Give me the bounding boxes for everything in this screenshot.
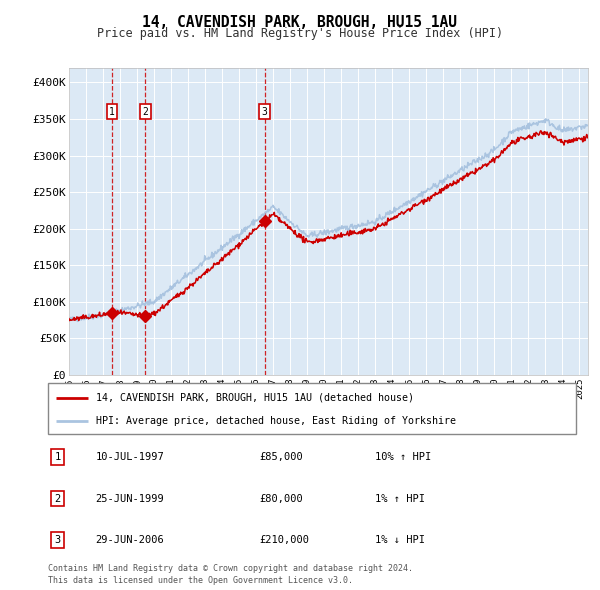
Text: Contains HM Land Registry data © Crown copyright and database right 2024.: Contains HM Land Registry data © Crown c…	[48, 565, 413, 573]
Text: 2: 2	[142, 107, 148, 117]
Text: £85,000: £85,000	[259, 453, 303, 462]
Text: 2: 2	[55, 494, 61, 503]
Text: £210,000: £210,000	[259, 535, 309, 545]
Text: 3: 3	[262, 107, 268, 117]
Text: 14, CAVENDISH PARK, BROUGH, HU15 1AU: 14, CAVENDISH PARK, BROUGH, HU15 1AU	[143, 15, 458, 30]
Text: Price paid vs. HM Land Registry's House Price Index (HPI): Price paid vs. HM Land Registry's House …	[97, 27, 503, 40]
Text: 25-JUN-1999: 25-JUN-1999	[95, 494, 164, 503]
Text: 10% ↑ HPI: 10% ↑ HPI	[376, 453, 431, 462]
Text: 3: 3	[55, 535, 61, 545]
Text: 1% ↓ HPI: 1% ↓ HPI	[376, 535, 425, 545]
Text: 29-JUN-2006: 29-JUN-2006	[95, 535, 164, 545]
Text: £80,000: £80,000	[259, 494, 303, 503]
Text: 1: 1	[109, 107, 115, 117]
Text: 10-JUL-1997: 10-JUL-1997	[95, 453, 164, 462]
Text: 1: 1	[55, 453, 61, 462]
FancyBboxPatch shape	[48, 384, 576, 434]
Text: HPI: Average price, detached house, East Riding of Yorkshire: HPI: Average price, detached house, East…	[95, 416, 455, 426]
Text: 1% ↑ HPI: 1% ↑ HPI	[376, 494, 425, 503]
Text: This data is licensed under the Open Government Licence v3.0.: This data is licensed under the Open Gov…	[48, 576, 353, 585]
Text: 14, CAVENDISH PARK, BROUGH, HU15 1AU (detached house): 14, CAVENDISH PARK, BROUGH, HU15 1AU (de…	[95, 392, 413, 402]
